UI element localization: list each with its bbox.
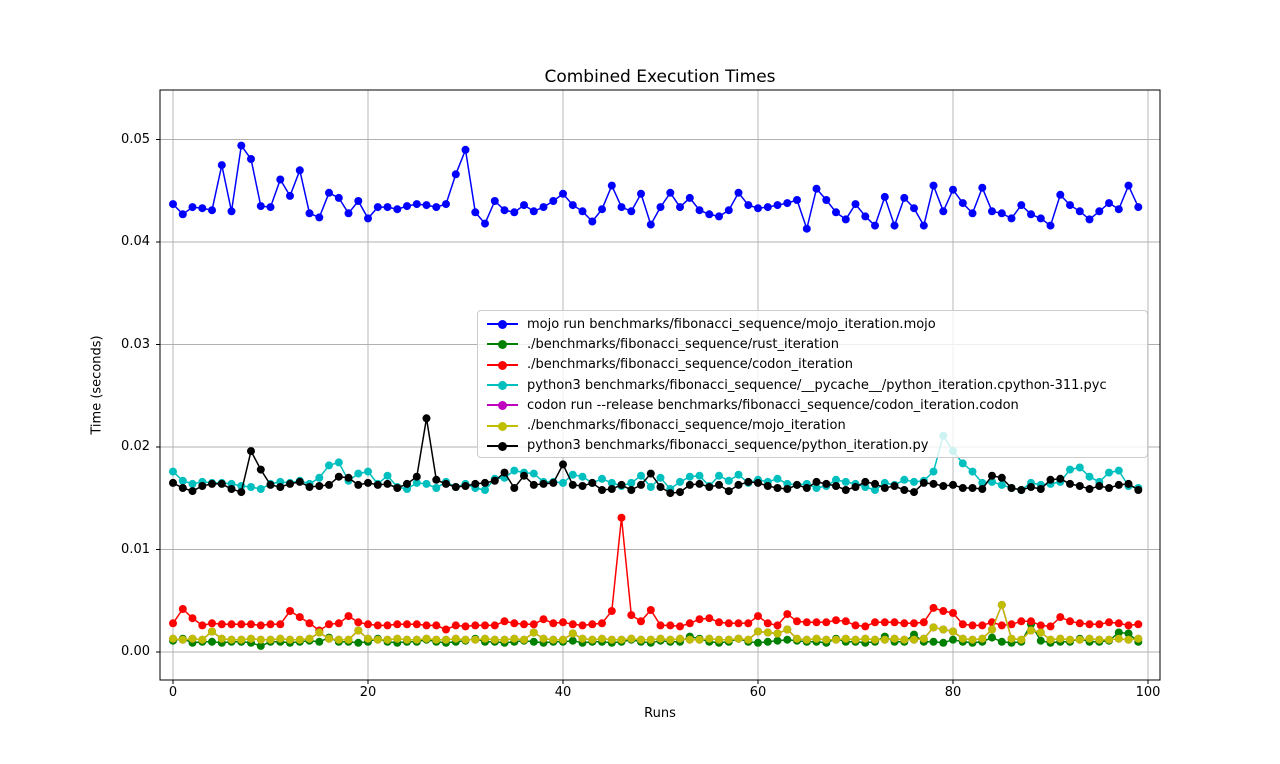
y-tick-label: 0.05	[121, 132, 150, 147]
y-tick-label: 0.00	[121, 644, 150, 659]
line-marker-icon	[487, 419, 518, 433]
x-tick-label: 0	[168, 685, 178, 700]
line-marker-icon	[487, 358, 518, 372]
legend-item-label: mojo run benchmarks/fibonacci_sequence/m…	[527, 316, 936, 332]
legend-item-rust-iteration: ./benchmarks/fibonacci_sequence/rust_ite…	[487, 334, 1147, 354]
y-tick-label: 0.04	[121, 234, 150, 249]
legend-item-python-pyc: python3 benchmarks/fibonacci_sequence/__…	[487, 375, 1147, 395]
line-marker-icon	[487, 337, 518, 351]
line-marker-icon	[487, 378, 518, 392]
chart-title: Combined Execution Times	[544, 67, 776, 87]
legend-box: mojo run benchmarks/fibonacci_sequence/m…	[477, 310, 1148, 458]
line-marker-icon	[487, 439, 518, 453]
x-tick-label: 20	[359, 685, 377, 700]
x-tick-label: 100	[1135, 685, 1161, 700]
x-tick-label: 40	[554, 685, 572, 700]
line-marker-icon	[487, 317, 518, 331]
legend-item-python-py: python3 benchmarks/fibonacci_sequence/py…	[487, 436, 1147, 456]
legend-item-label: ./benchmarks/fibonacci_sequence/rust_ite…	[527, 336, 839, 352]
x-tick-label: 80	[944, 685, 962, 700]
line-marker-icon	[487, 398, 518, 412]
legend-item-label: ./benchmarks/fibonacci_sequence/codon_it…	[527, 357, 854, 373]
y-tick-label: 0.02	[121, 439, 150, 454]
legend-item-codon-iteration: ./benchmarks/fibonacci_sequence/codon_it…	[487, 355, 1147, 375]
y-tick-label: 0.03	[121, 337, 150, 352]
legend-item-label: python3 benchmarks/fibonacci_sequence/py…	[527, 438, 929, 454]
legend-item-label: python3 benchmarks/fibonacci_sequence/__…	[527, 377, 1107, 393]
y-tick-label: 0.01	[121, 542, 150, 557]
legend-item-mojo-binary: ./benchmarks/fibonacci_sequence/mojo_ite…	[487, 415, 1147, 435]
legend-item-label: ./benchmarks/fibonacci_sequence/mojo_ite…	[527, 418, 846, 434]
x-tick-label: 60	[749, 685, 767, 700]
legend-item-mojo-run: mojo run benchmarks/fibonacci_sequence/m…	[487, 314, 1147, 334]
x-axis-label: Runs	[644, 706, 676, 721]
legend-item-codon-release: codon run --release benchmarks/fibonacci…	[487, 395, 1147, 415]
legend-item-label: codon run --release benchmarks/fibonacci…	[527, 397, 1019, 413]
